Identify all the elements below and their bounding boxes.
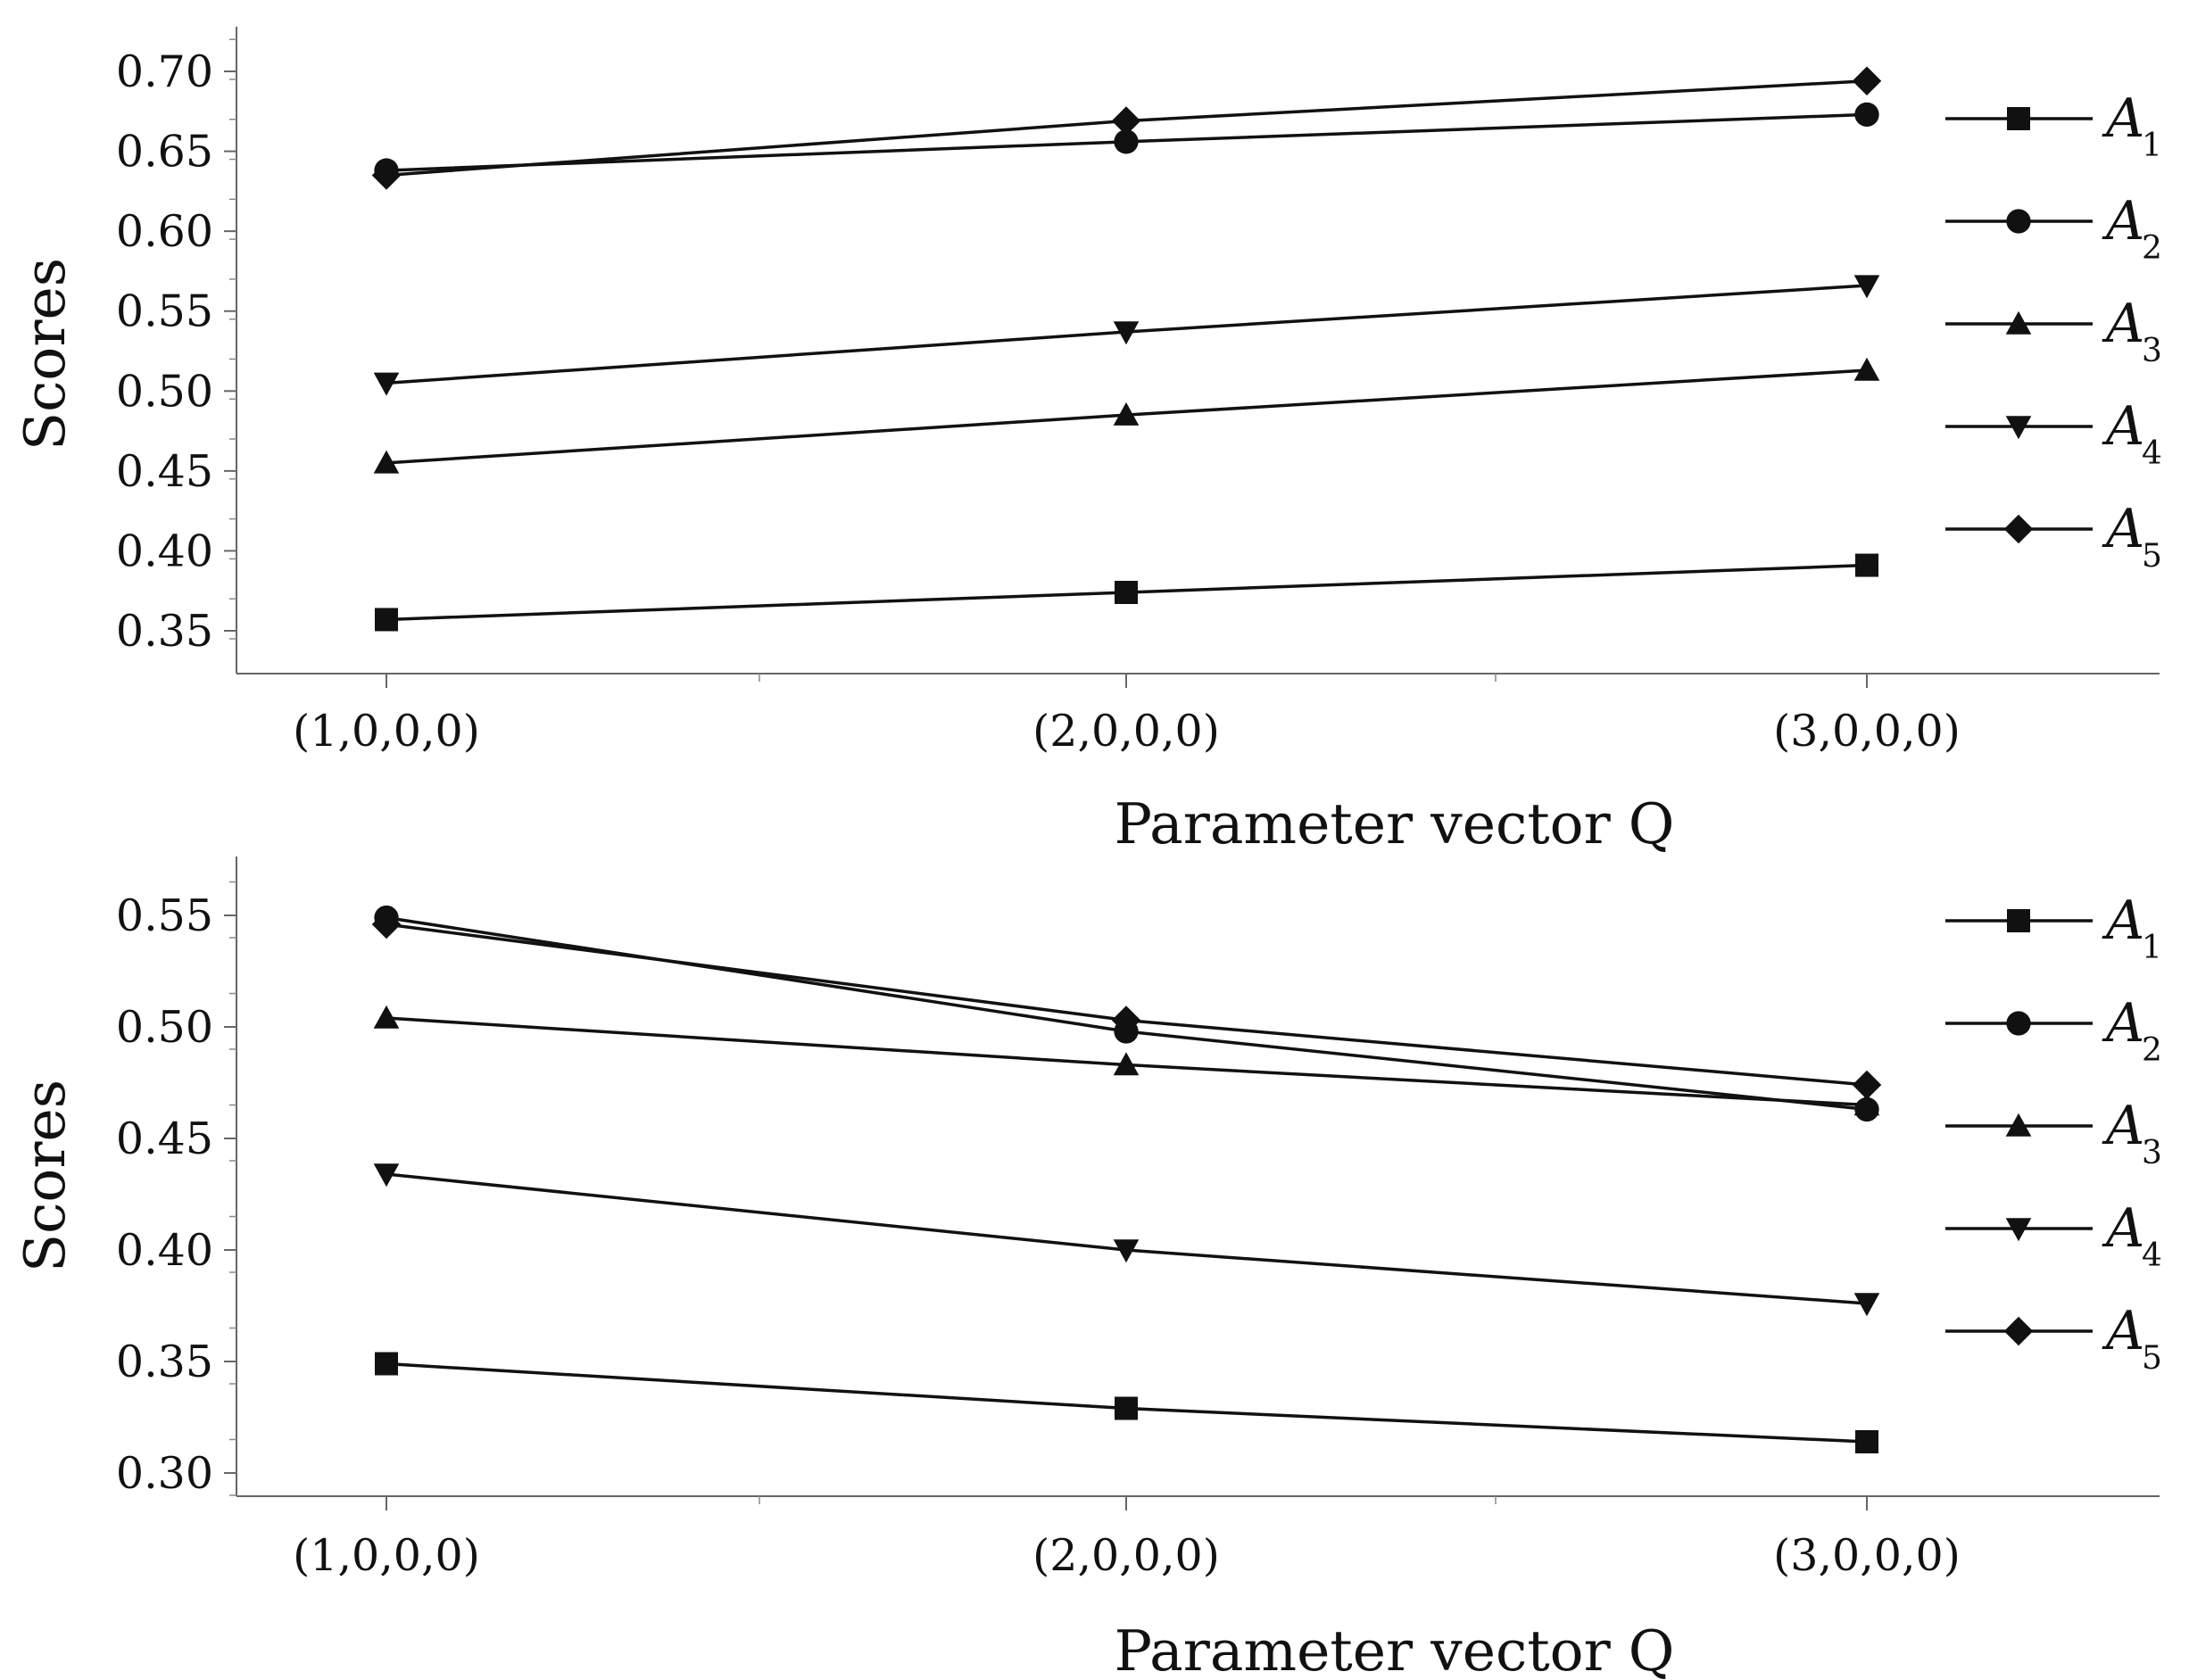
data-point-a4	[1113, 321, 1140, 345]
legend-marker	[2005, 1218, 2032, 1242]
y-tick-label: 0.40	[116, 526, 213, 576]
y-tick-label: 0.35	[116, 606, 213, 657]
data-point-a5	[1852, 66, 1882, 95]
y-axis-title: Scores	[12, 258, 78, 451]
data-point-a5	[371, 909, 402, 939]
legend-subscript: 3	[2142, 1135, 2162, 1171]
y-tick-label: 0.55	[116, 890, 213, 941]
series-line-a4	[386, 1172, 1868, 1305]
legend-label: A	[2102, 890, 2144, 952]
legend-marker	[2005, 310, 2032, 335]
data-point-a1	[375, 1352, 398, 1376]
x-tick-label: (2,0,0,0)	[1032, 1530, 1220, 1581]
data-point-a4	[1853, 1293, 1880, 1317]
legend-subscript: 5	[2142, 538, 2162, 575]
y-tick-label: 0.45	[116, 1113, 213, 1164]
legend-label: A	[2102, 293, 2144, 355]
data-point-a5	[1111, 1006, 1141, 1035]
x-tick-label: (2,0,0,0)	[1032, 706, 1220, 757]
x-tick-label: (1,0,0,0)	[293, 706, 480, 757]
x-tick-label: (3,0,0,0)	[1773, 706, 1961, 757]
legend-subscript: 2	[2142, 230, 2162, 267]
data-point-a2	[1854, 102, 1879, 128]
data-point-a3	[1853, 1092, 1880, 1116]
legend-marker	[2005, 1113, 2032, 1137]
legend-marker	[2007, 107, 2030, 130]
legend-label: A	[2102, 498, 2144, 560]
legend-marker	[2003, 514, 2034, 544]
data-point-a3	[1113, 401, 1140, 426]
top-chart: 0.35 0.40 0.45 0.50 0.55 0.60 0.65 0.70 (1,0,0,0…	[12, 27, 2162, 857]
y-tick-label: 0.30	[116, 1448, 213, 1499]
x-tick-label: (3,0,0,0)	[1773, 1530, 1961, 1581]
y-tick-label: 0.50	[116, 1002, 213, 1053]
legend-label: A	[2102, 992, 2144, 1055]
y-tick-label: 0.65	[116, 127, 213, 178]
legend-marker	[2007, 909, 2030, 932]
y-axis-title: Scores	[12, 1080, 78, 1272]
legend-subscript: 4	[2142, 435, 2162, 472]
y-tick-label: 0.70	[116, 46, 213, 97]
data-point-a1	[1855, 1430, 1878, 1453]
data-point-a4	[1853, 275, 1880, 299]
y-tick-label: 0.40	[116, 1225, 213, 1276]
bottom-chart: 0.30 0.35 0.40 0.45 0.50 0.55 (1,0,0,0) (2,0,0,…	[12, 857, 2162, 1680]
legend-marker	[2005, 416, 2032, 440]
data-point-a1	[1115, 1396, 1138, 1420]
legend-label: A	[2102, 1197, 2144, 1260]
y-tick-label: 0.55	[116, 286, 213, 337]
x-axis-title: Parameter vector Q	[1115, 791, 1675, 857]
data-point-a5	[1852, 1070, 1882, 1100]
data-point-a3	[373, 1005, 400, 1029]
data-point-a3	[1853, 357, 1880, 381]
legend-subscript: 3	[2142, 333, 2162, 369]
legend-label: A	[2102, 87, 2144, 150]
data-point-a1	[375, 608, 398, 632]
data-point-a3	[373, 450, 400, 474]
data-point-a4	[373, 1163, 400, 1188]
data-point-a4	[1113, 1239, 1140, 1263]
legend-subscript: 1	[2142, 128, 2162, 164]
legend-marker	[2006, 209, 2031, 234]
data-point-a4	[373, 372, 400, 396]
y-tick-label: 0.35	[116, 1337, 213, 1387]
y-tick-label: 0.50	[116, 366, 213, 417]
legend-subscript: 1	[2142, 930, 2162, 966]
legend-subscript: 4	[2142, 1237, 2162, 1274]
data-point-a2	[1114, 129, 1139, 154]
y-tick-label: 0.45	[116, 446, 213, 497]
legend-subscript: 5	[2142, 1340, 2162, 1377]
legend-label: A	[2102, 190, 2144, 252]
data-point-a5	[371, 161, 402, 190]
legend-marker	[2006, 1011, 2031, 1036]
legend-label: A	[2102, 1300, 2144, 1362]
data-point-a5	[1111, 106, 1141, 136]
x-axis-title: Parameter vector Q	[1115, 1618, 1675, 1680]
legend-label: A	[2102, 1095, 2144, 1157]
legend-subscript: 2	[2142, 1032, 2162, 1069]
x-tick-label: (1,0,0,0)	[293, 1530, 480, 1581]
data-point-a1	[1115, 581, 1138, 605]
legend-marker	[2003, 1316, 2034, 1346]
data-point-a3	[1113, 1052, 1140, 1076]
y-tick-label: 0.60	[116, 206, 213, 257]
data-point-a1	[1855, 553, 1878, 577]
legend-label: A	[2102, 395, 2144, 458]
